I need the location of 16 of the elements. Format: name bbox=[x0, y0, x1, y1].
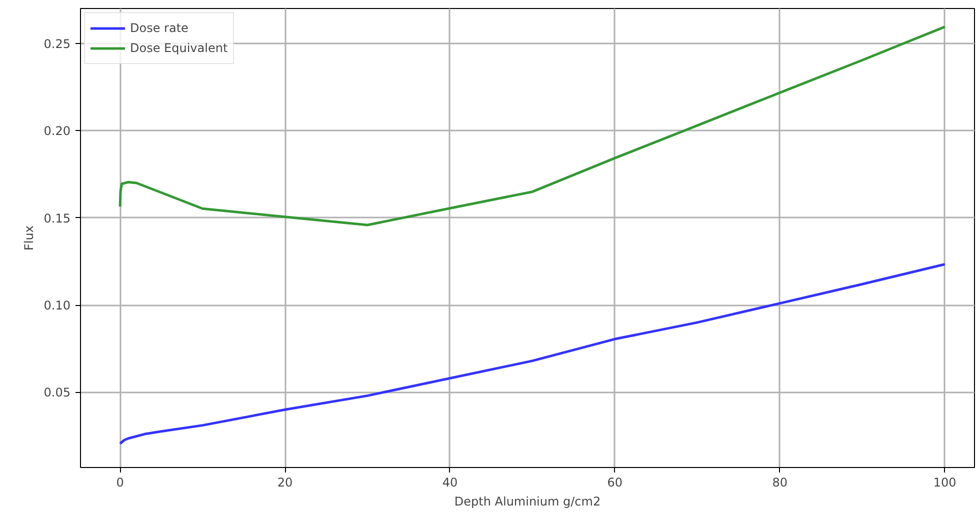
line-series bbox=[118, 262, 946, 445]
x-tick-label: 0 bbox=[116, 476, 124, 490]
y-tick-label: 0.20 bbox=[44, 124, 70, 138]
y-tick-label: 0.25 bbox=[44, 37, 70, 52]
legend-label: Dose rate bbox=[130, 21, 188, 35]
x-tick-label: 40 bbox=[442, 476, 458, 490]
x-axis-title: Depth Aluminium g/cm2 bbox=[454, 494, 601, 508]
y-tick-label: 0.10 bbox=[44, 298, 70, 313]
x-tick-label: 80 bbox=[772, 476, 788, 490]
x-tick-label: 60 bbox=[607, 476, 623, 490]
y-tick-label: 0.05 bbox=[44, 386, 70, 400]
y-axis-title: Flux bbox=[22, 226, 36, 250]
y-tick-label: 0.15 bbox=[44, 211, 70, 226]
x-tick-label: 100 bbox=[933, 476, 956, 490]
x-tick-label: 20 bbox=[277, 476, 293, 490]
legend-label: Dose Equivalent bbox=[130, 41, 228, 55]
